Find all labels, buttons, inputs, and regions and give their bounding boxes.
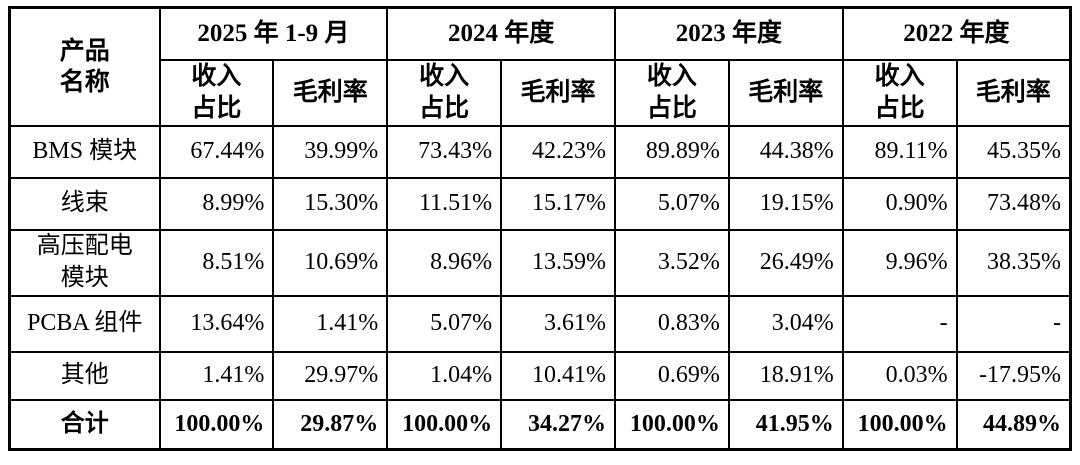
value-cell: - xyxy=(955,294,1072,353)
year-header-2024: 2024 年度 xyxy=(386,6,616,61)
value-cell: 19.15% xyxy=(727,176,844,231)
value-cell: 5.07% xyxy=(386,294,503,353)
value-cell: 5.07% xyxy=(614,176,730,231)
value-cell: 15.30% xyxy=(272,176,389,231)
value-cell: 29.87% xyxy=(272,398,389,451)
value-cell: 73.48% xyxy=(955,176,1072,231)
value-cell: 8.51% xyxy=(158,228,275,297)
value-cell: 0.03% xyxy=(841,350,958,401)
value-cell: 100.00% xyxy=(158,398,275,451)
subheader-gross-margin-2023: 毛利率 xyxy=(727,58,844,127)
product-name-cell: PCBA 组件 xyxy=(8,294,161,353)
value-cell: 18.91% xyxy=(727,350,844,401)
value-cell: 1.41% xyxy=(158,350,275,401)
value-cell: 26.49% xyxy=(727,228,844,297)
value-cell: 9.96% xyxy=(841,228,958,297)
value-cell: -17.95% xyxy=(955,350,1072,401)
value-cell: 100.00% xyxy=(386,398,503,451)
table-row: 其他 1.41% 29.97% 1.04% 10.41% 0.69% 18.91… xyxy=(8,350,1072,401)
value-cell: 3.52% xyxy=(614,228,730,297)
value-cell: 73.43% xyxy=(386,124,503,179)
table-row: 合计 100.00% 29.87% 100.00% 34.27% 100.00%… xyxy=(8,398,1072,451)
table-row: 线束 8.99% 15.30% 11.51% 15.17% 5.07% 19.1… xyxy=(8,176,1072,231)
table-row: BMS 模块 67.44% 39.99% 73.43% 42.23% 89.89… xyxy=(8,124,1072,179)
value-cell: 29.97% xyxy=(272,350,389,401)
year-header-2025: 2025 年 1-9 月 xyxy=(158,6,389,61)
value-cell: 44.38% xyxy=(727,124,844,179)
value-cell: 1.41% xyxy=(272,294,389,353)
value-cell: 13.59% xyxy=(500,228,616,297)
subheader-revenue-share-2023: 收入 占比 xyxy=(614,58,730,127)
value-cell: 0.90% xyxy=(841,176,958,231)
value-cell: 10.69% xyxy=(272,228,389,297)
value-cell: 44.89% xyxy=(955,398,1072,451)
value-cell: 0.69% xyxy=(614,350,730,401)
value-cell: 67.44% xyxy=(158,124,275,179)
value-cell: 100.00% xyxy=(614,398,730,451)
table-header: 产品 名称 2025 年 1-9 月 2024 年度 2023 年度 2022 … xyxy=(8,6,1072,127)
value-cell: 3.61% xyxy=(500,294,616,353)
value-cell: 39.99% xyxy=(272,124,389,179)
subheader-revenue-share-2025: 收入 占比 xyxy=(158,58,275,127)
table-row: 高压配电模块 8.51% 10.69% 8.96% 13.59% 3.52% 2… xyxy=(8,228,1072,297)
value-cell: 13.64% xyxy=(158,294,275,353)
product-name-cell: BMS 模块 xyxy=(8,124,161,179)
value-cell: 3.04% xyxy=(727,294,844,353)
value-cell: 11.51% xyxy=(386,176,503,231)
value-cell: 45.35% xyxy=(955,124,1072,179)
product-name-cell: 线束 xyxy=(8,176,161,231)
value-cell: 100.00% xyxy=(841,398,958,451)
product-name-header: 产品 名称 xyxy=(8,6,161,127)
subheader-gross-margin-2025: 毛利率 xyxy=(272,58,389,127)
product-name-cell: 其他 xyxy=(8,350,161,401)
value-cell: 38.35% xyxy=(955,228,1072,297)
table-body: BMS 模块 67.44% 39.99% 73.43% 42.23% 89.89… xyxy=(8,124,1072,451)
year-header-row: 产品 名称 2025 年 1-9 月 2024 年度 2023 年度 2022 … xyxy=(8,6,1072,127)
value-cell: 0.83% xyxy=(614,294,730,353)
subheader-revenue-share-2022: 收入 占比 xyxy=(841,58,958,127)
value-cell: 10.41% xyxy=(500,350,616,401)
product-name-cell: 合计 xyxy=(8,398,161,451)
value-cell: 41.95% xyxy=(727,398,844,451)
value-cell: 1.04% xyxy=(386,350,503,401)
value-cell: 8.99% xyxy=(158,176,275,231)
subheader-gross-margin-2024: 毛利率 xyxy=(500,58,616,127)
product-revenue-margin-table: 产品 名称 2025 年 1-9 月 2024 年度 2023 年度 2022 … xyxy=(8,6,1072,451)
year-header-2023: 2023 年度 xyxy=(614,6,844,61)
year-header-2022: 2022 年度 xyxy=(841,6,1072,61)
value-cell: 89.11% xyxy=(841,124,958,179)
subheader-row: 收入 占比 毛利率 收入 占比 毛利率 收入 占比 毛利率 收入 占比 毛利率 xyxy=(10,58,1072,127)
value-cell: - xyxy=(841,294,958,353)
value-cell: 34.27% xyxy=(500,398,616,451)
subheader-revenue-share-2024: 收入 占比 xyxy=(386,58,503,127)
value-cell: 15.17% xyxy=(500,176,616,231)
product-name-cell: 高压配电模块 xyxy=(8,228,161,297)
subheader-gross-margin-2022: 毛利率 xyxy=(955,58,1072,127)
value-cell: 89.89% xyxy=(614,124,730,179)
value-cell: 8.96% xyxy=(386,228,503,297)
table-row: PCBA 组件 13.64% 1.41% 5.07% 3.61% 0.83% 3… xyxy=(8,294,1072,353)
value-cell: 42.23% xyxy=(500,124,616,179)
